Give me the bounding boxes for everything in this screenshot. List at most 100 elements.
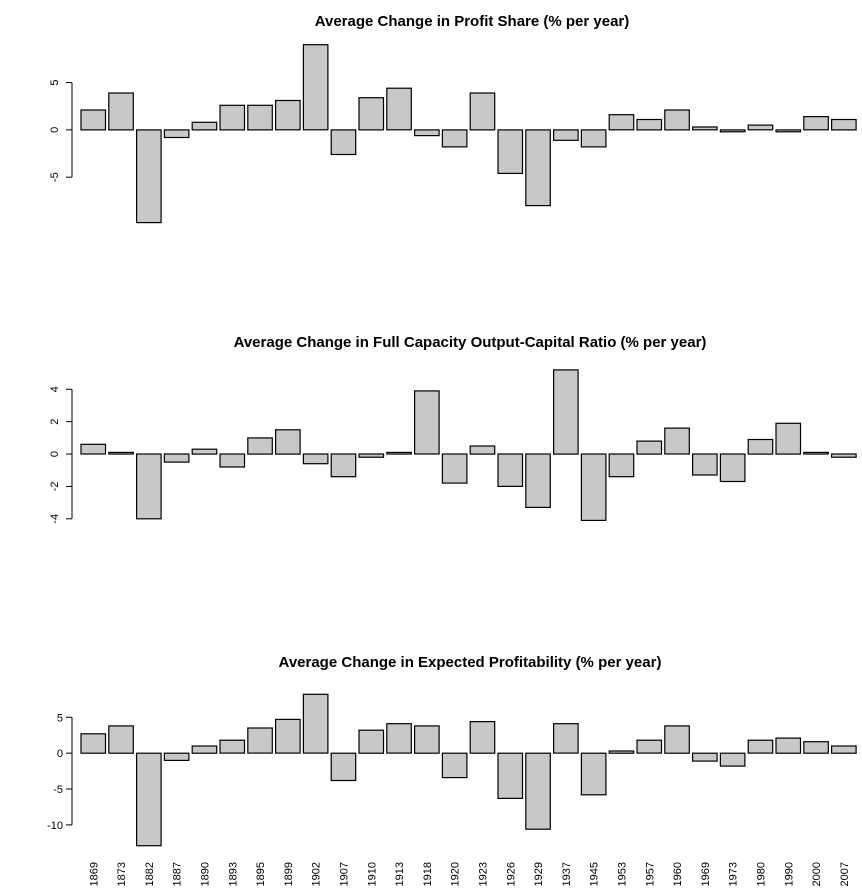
bar: [525, 453, 551, 509]
bar: [830, 453, 857, 458]
bar-group: [80, 693, 857, 847]
bar: [136, 129, 162, 224]
x-tick-label: 1920: [450, 862, 462, 886]
x-tick-label: 1973: [728, 862, 740, 886]
bar: [302, 44, 329, 131]
bar: [664, 725, 690, 754]
bar: [302, 693, 329, 754]
x-tick-label: 1923: [477, 862, 489, 886]
x-tick-label: 1990: [783, 862, 795, 886]
bar: [608, 750, 635, 754]
bar: [469, 720, 496, 754]
x-tick-label: 1907: [338, 862, 350, 886]
bar: [302, 453, 329, 465]
bar: [80, 733, 107, 754]
bar: [747, 438, 774, 455]
x-tick-label: 1893: [227, 862, 239, 886]
bar: [414, 129, 440, 137]
bar: [219, 453, 246, 468]
output-capital-ratio-panel: Average Change in Full Capacity Output-C…: [49, 334, 857, 524]
chart-title: Average Change in Profit Share (% per ye…: [315, 13, 630, 30]
x-tick-label: 1887: [172, 862, 184, 886]
bar: [275, 99, 301, 131]
y-axis: -10 -5 0 5: [47, 712, 73, 832]
bar: [803, 451, 829, 455]
bar: [275, 429, 301, 455]
bar: [775, 422, 802, 455]
bar: [163, 129, 190, 139]
y-tick-label: 0: [57, 748, 63, 760]
bar: [441, 453, 468, 484]
y-tick-label: 0: [49, 127, 61, 133]
bar: [386, 451, 412, 455]
chart-title: Average Change in Full Capacity Output-C…: [234, 334, 707, 351]
y-tick-label: 5: [57, 712, 63, 724]
x-tick-label: 2000: [811, 862, 823, 886]
y-tick-label: -5: [49, 172, 61, 182]
bar: [608, 114, 635, 131]
bar: [358, 97, 385, 131]
profit-share-panel: Average Change in Profit Share (% per ye…: [49, 13, 857, 224]
bar: [469, 92, 496, 131]
bar-group: [80, 44, 857, 224]
bar: [636, 739, 663, 754]
bar: [664, 109, 690, 131]
bar: [163, 453, 190, 463]
bar: [191, 745, 218, 754]
bar: [580, 752, 607, 796]
bar: [775, 129, 802, 133]
bar: [191, 448, 218, 455]
bar: [636, 440, 663, 455]
bar: [414, 390, 440, 455]
y-axis: -5 0 5: [49, 80, 73, 182]
x-tick-label: 1937: [561, 862, 573, 886]
x-tick-label: 1929: [533, 862, 545, 886]
y-tick-label: -10: [47, 820, 63, 832]
bar: [275, 718, 301, 754]
bar: [803, 115, 829, 131]
bar: [525, 752, 551, 830]
x-tick-label: 1873: [116, 862, 128, 886]
bar: [358, 453, 385, 458]
y-tick-label: 4: [49, 386, 61, 392]
y-tick-label: 2: [49, 419, 61, 425]
y-tick-label: 0: [49, 451, 61, 457]
bar: [80, 443, 107, 455]
bar: [747, 739, 774, 754]
x-tick-label: 1882: [144, 862, 156, 886]
bar-group: [80, 369, 857, 522]
y-tick-label: 5: [49, 80, 61, 86]
bar: [247, 104, 273, 131]
x-tick-label: 1895: [255, 862, 267, 886]
bar: [191, 121, 218, 131]
bar: [441, 129, 468, 148]
bar: [330, 453, 357, 478]
y-tick-label: -2: [49, 482, 61, 492]
x-tick-label: 1957: [644, 862, 656, 886]
bar: [108, 451, 134, 455]
x-tick-label: 1969: [700, 862, 712, 886]
bar: [636, 118, 663, 131]
x-tick-label: 2007: [839, 862, 851, 886]
bar: [219, 104, 246, 131]
bar: [469, 445, 496, 455]
bar: [691, 126, 718, 131]
x-tick-label: 1869: [88, 862, 100, 886]
bar: [830, 118, 857, 131]
x-tick-label: 1910: [366, 862, 378, 886]
bar: [691, 453, 718, 476]
bar: [580, 453, 607, 522]
bar: [108, 92, 134, 131]
bar: [247, 727, 273, 754]
x-tick-label: 1899: [283, 862, 295, 886]
bar: [358, 729, 385, 754]
x-tick-label: 1960: [672, 862, 684, 886]
bar: [747, 124, 774, 131]
bar: [163, 752, 190, 762]
chart-title: Average Change in Expected Profitability…: [279, 654, 662, 671]
bar: [691, 752, 718, 762]
bar: [386, 87, 412, 131]
expected-profitability-panel: Average Change in Expected Profitability…: [47, 654, 857, 886]
bar: [719, 129, 746, 133]
